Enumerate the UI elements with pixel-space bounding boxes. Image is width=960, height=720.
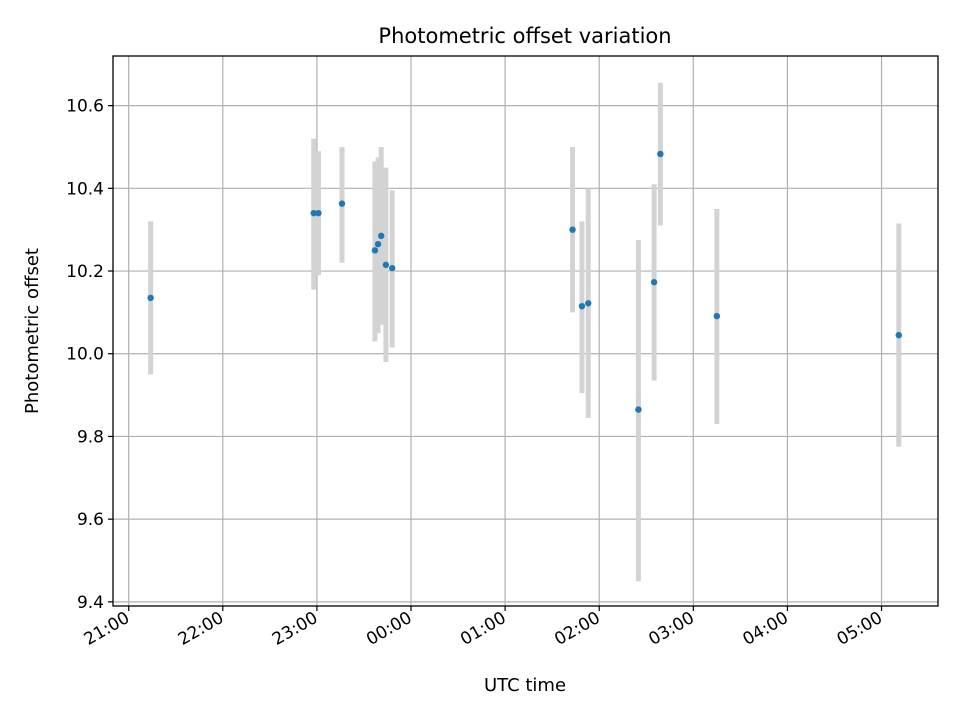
y-axis-label: Photometric offset (22, 248, 43, 414)
y-tick-label: 10.0 (66, 345, 104, 365)
y-tick-label: 10.4 (66, 179, 104, 199)
data-point (585, 300, 592, 307)
data-point (338, 200, 346, 207)
data-point (374, 240, 382, 248)
data-point (635, 406, 642, 413)
data-point (371, 247, 379, 254)
data-point (315, 209, 322, 217)
data-points (147, 150, 902, 413)
y-tick-label: 10.2 (66, 262, 104, 282)
data-point (895, 331, 902, 339)
data-point (650, 279, 658, 286)
data-point (147, 294, 154, 302)
y-tick-label: 9.8 (77, 427, 104, 447)
x-axis-label: UTC time (484, 675, 566, 696)
data-point (578, 302, 586, 310)
data-point (713, 312, 721, 320)
data-point (569, 226, 576, 233)
data-point (378, 232, 385, 240)
plot-area-frame (112, 55, 939, 607)
y-tick-label: 9.6 (77, 510, 104, 530)
data-point (382, 261, 390, 269)
y-tick-label: 9.4 (77, 593, 104, 613)
data-point (310, 209, 317, 217)
data-point (388, 264, 396, 272)
grid-lines (113, 56, 938, 606)
y-tick-label: 10.6 (66, 97, 104, 117)
chart-title: Photometric offset variation (378, 24, 671, 48)
data-point (657, 150, 664, 158)
